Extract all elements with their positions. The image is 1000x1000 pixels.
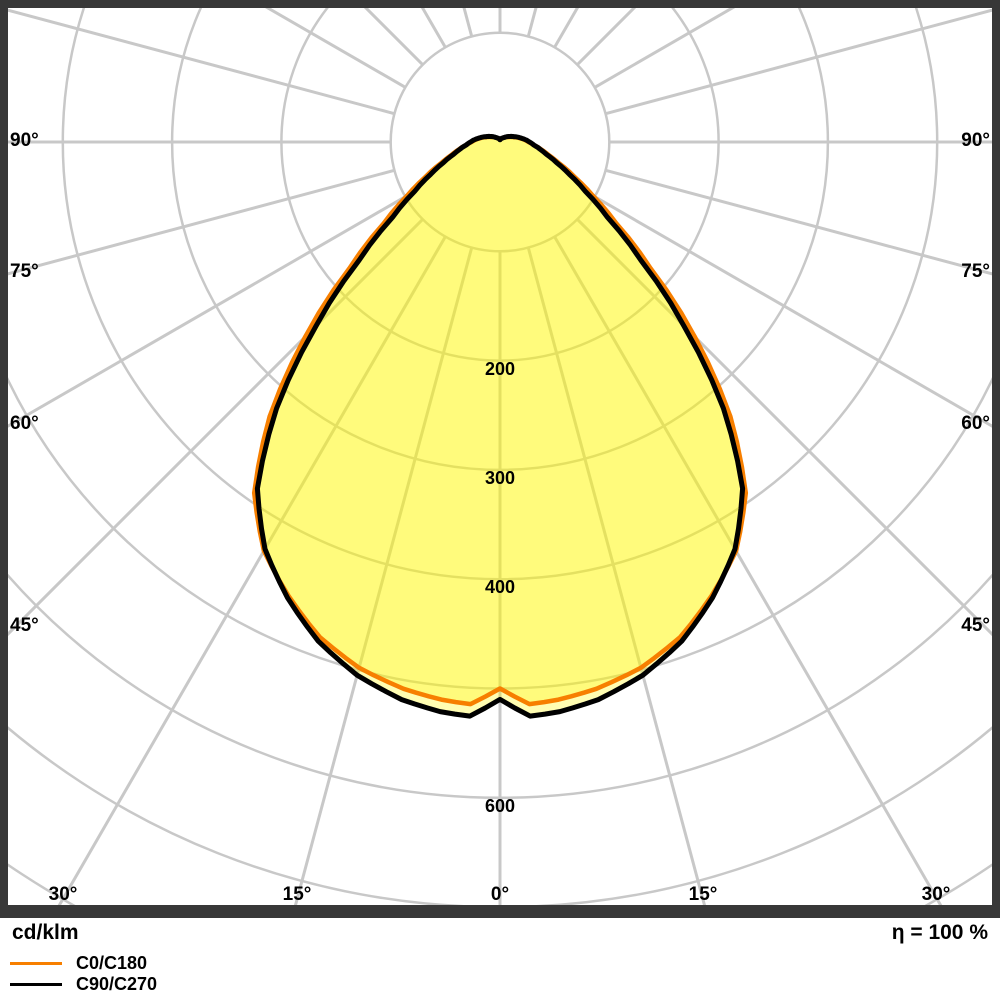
legend: C0/C180 C90/C270 bbox=[0, 953, 1000, 995]
angle-label-right: 75° bbox=[961, 261, 990, 282]
c90-c270-label: C90/C270 bbox=[76, 974, 158, 994]
angle-label-left: 60° bbox=[10, 413, 39, 434]
footer-bar: cd/klm η = 100 % bbox=[0, 921, 1000, 945]
grid-spoke bbox=[593, 195, 992, 428]
polar-chart: 200 300 400 600 90° 90° 75° 75° 60° 60° 45° 45° 30° 1… bbox=[0, 0, 1000, 918]
grid-spoke bbox=[8, 168, 395, 276]
grid-spoke bbox=[293, 247, 474, 905]
curve-c90-c270 bbox=[254, 133, 746, 719]
angle-label-bottom: 30° bbox=[922, 884, 951, 905]
grid-spoke bbox=[605, 8, 992, 116]
grid-spoke bbox=[8, 195, 407, 428]
unit-label: cd/klm bbox=[12, 921, 79, 944]
angle-label-bottom: 15° bbox=[283, 884, 312, 905]
radial-tick-label: 200 bbox=[485, 359, 515, 379]
frame-top bbox=[0, 0, 1000, 8]
c90-c270-line-swatch bbox=[10, 983, 62, 986]
c0-c180-line-swatch bbox=[10, 962, 62, 965]
legend-row-c90-c270: C90/C270 bbox=[0, 974, 1000, 995]
radial-tick-label: 400 bbox=[485, 577, 515, 597]
grid-spoke bbox=[576, 218, 992, 637]
angle-label-bottom: 0° bbox=[491, 884, 509, 905]
angle-label-left: 90° bbox=[10, 130, 39, 151]
radial-tick-label: 300 bbox=[485, 468, 515, 488]
grid-spoke bbox=[8, 8, 395, 116]
radial-tick-label: 600 bbox=[485, 796, 515, 816]
efficiency-label: η = 100 % bbox=[891, 921, 988, 944]
angle-label-left: 45° bbox=[10, 615, 39, 636]
axis-labels: 200 300 400 600 90° 90° 75° 75° 60° 60° 45° 45° 30° 1… bbox=[10, 130, 990, 905]
polar-chart-svg: 200 300 400 600 90° 90° 75° 75° 60° 60° 45° 45° 30° 1… bbox=[0, 0, 1000, 918]
angle-label-left: 75° bbox=[10, 261, 39, 282]
grid-spoke bbox=[605, 168, 992, 276]
angle-label-bottom: 15° bbox=[689, 884, 718, 905]
grid-spoke bbox=[526, 247, 707, 905]
grid-spoke bbox=[8, 218, 424, 637]
curve-fill-c0-c180 bbox=[254, 136, 746, 705]
legend-row-c0-c180: C0/C180 bbox=[0, 953, 1000, 974]
frame-left bbox=[0, 0, 8, 918]
polar-grid bbox=[8, 8, 992, 905]
frame-bottom bbox=[0, 905, 1000, 918]
angle-label-right: 45° bbox=[961, 615, 990, 636]
grid-spoke bbox=[57, 235, 447, 905]
angle-label-bottom: 30° bbox=[49, 884, 78, 905]
angle-label-right: 90° bbox=[961, 130, 990, 151]
grid-spoke bbox=[553, 235, 943, 905]
angle-label-right: 60° bbox=[961, 413, 990, 434]
c0-c180-label: C0/C180 bbox=[76, 953, 148, 973]
frame-right bbox=[992, 0, 1000, 918]
curve-fill-c90-c270 bbox=[257, 136, 743, 717]
